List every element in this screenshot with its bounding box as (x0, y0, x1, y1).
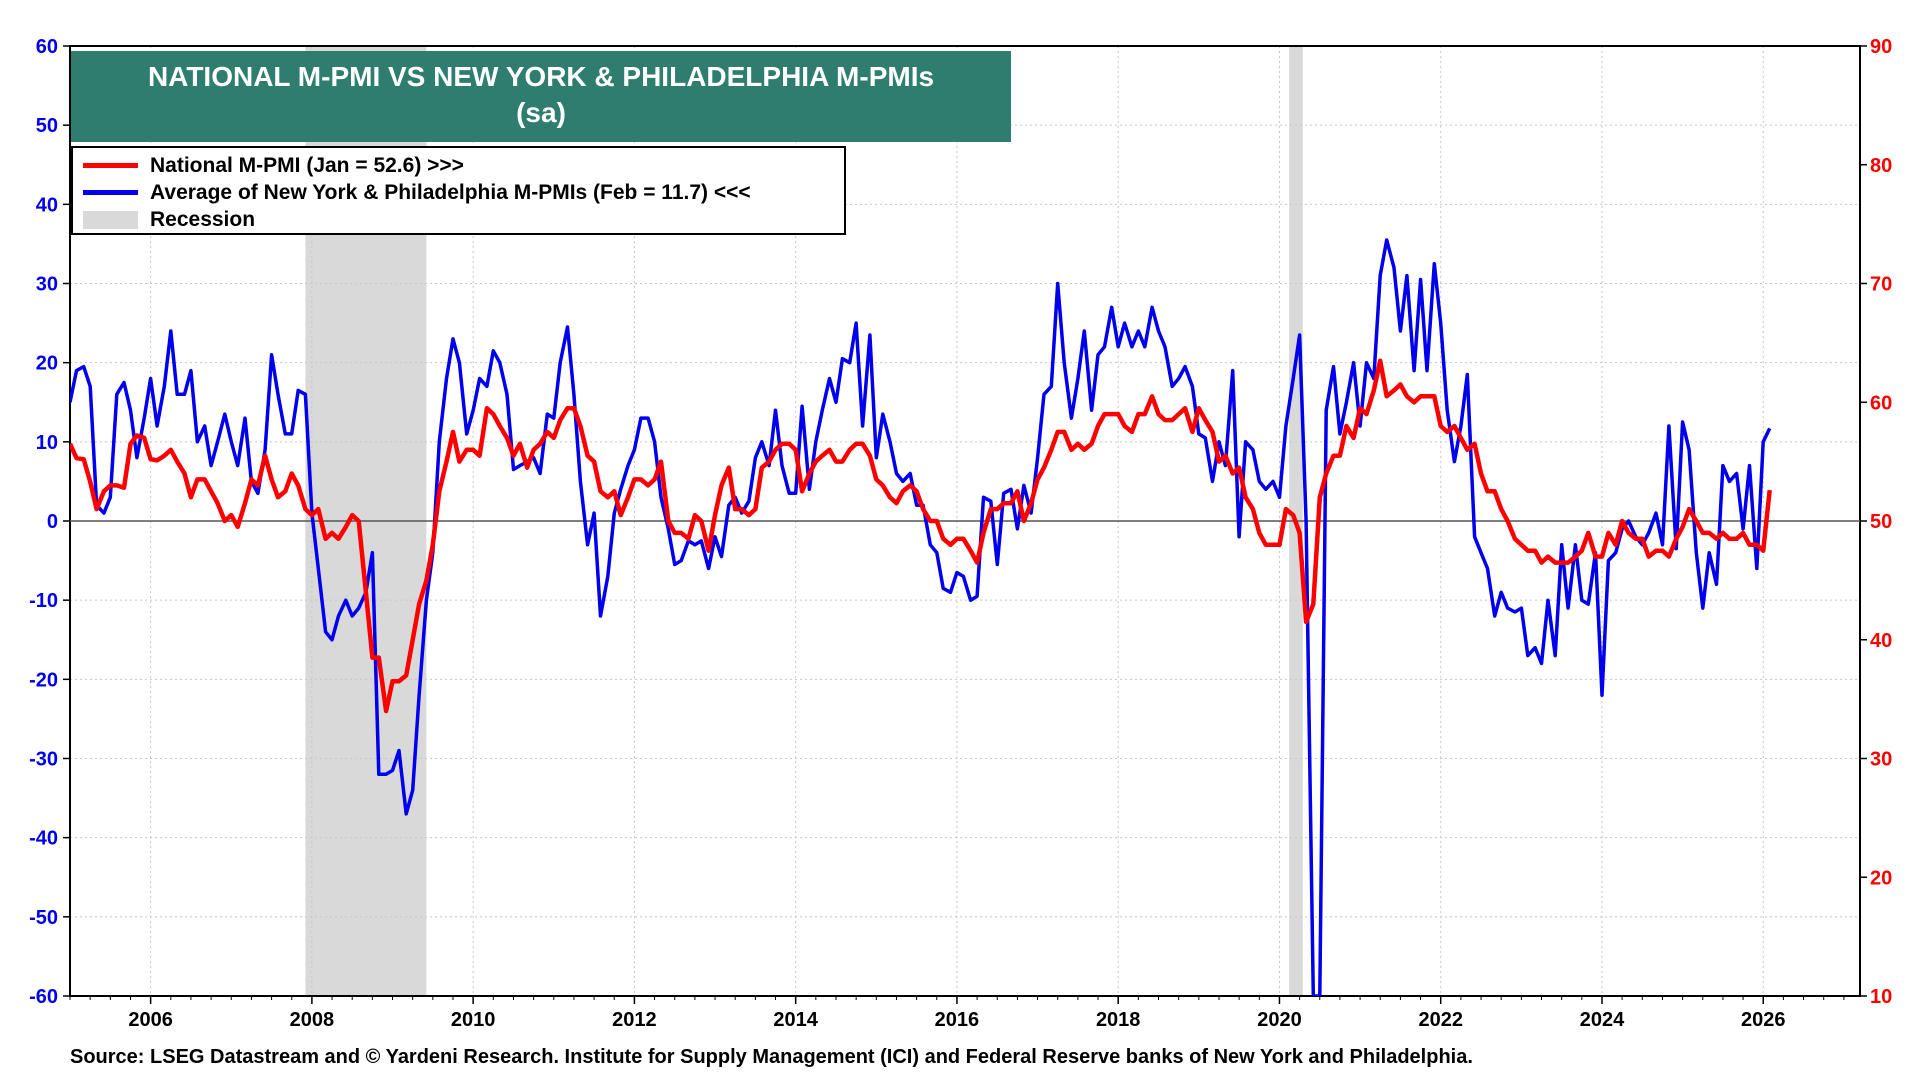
right-tick-label: 20 (1870, 867, 1892, 889)
x-tick-label: 2022 (1418, 1009, 1463, 1031)
right-tick-label: 50 (1870, 511, 1892, 533)
axis-ticks: -60 -50 -40 -30 -20 -10 0 10 20 30 40 50 60 10 20 30 40 5… (29, 36, 1892, 1031)
left-tick-label: 30 (36, 274, 58, 296)
series-lines (70, 238, 1772, 996)
right-tick-label: 80 (1870, 155, 1892, 177)
left-tick-label: 50 (36, 115, 58, 137)
legend-label-recession: Recession (150, 207, 256, 231)
legend-swatch-blue-line (83, 190, 138, 195)
right-tick-label: 40 (1870, 630, 1892, 652)
left-tick-label: -40 (29, 828, 58, 850)
left-tick-label: -20 (29, 669, 58, 691)
left-tick-label: 60 (36, 36, 58, 58)
x-tick-label: 2006 (128, 1009, 173, 1031)
left-tick-label: -60 (29, 986, 58, 1008)
legend-swatch-recession (83, 210, 138, 229)
legend-label-ny-philly: Average of New York & Philadelphia M-PMI… (150, 180, 751, 204)
x-tick-label: 2008 (290, 1009, 335, 1031)
x-tick-label: 2010 (451, 1009, 496, 1031)
legend: National M-PMI (Jan = 52.6) >>> Average … (71, 146, 846, 235)
legend-item-ny-philly: Average of New York & Philadelphia M-PMI… (83, 179, 751, 206)
right-tick-label: 70 (1870, 274, 1892, 296)
x-tick-label: 2024 (1580, 1009, 1625, 1031)
right-tick-label: 60 (1870, 392, 1892, 414)
right-tick-label: 30 (1870, 749, 1892, 771)
x-tick-label: 2018 (1096, 1009, 1141, 1031)
legend-label-national: National M-PMI (Jan = 52.6) >>> (150, 153, 464, 177)
left-tick-label: 10 (36, 432, 58, 454)
left-tick-label: -30 (29, 749, 58, 771)
left-tick-label: 0 (47, 511, 58, 533)
x-tick-label: 2014 (773, 1009, 818, 1031)
left-tick-label: -10 (29, 590, 58, 612)
chart-title-box: NATIONAL M-PMI VS NEW YORK & PHILADELPHI… (71, 51, 1011, 142)
left-tick-label: -50 (29, 907, 58, 929)
x-tick-label: 2026 (1741, 1009, 1786, 1031)
x-tick-label: 2012 (612, 1009, 657, 1031)
x-tick-label: 2020 (1257, 1009, 1302, 1031)
source-note: Source: LSEG Datastream and © Yardeni Re… (70, 1046, 1473, 1068)
series-line-national-mpmi (70, 358, 1772, 714)
left-tick-label: 20 (36, 353, 58, 375)
legend-item-national: National M-PMI (Jan = 52.6) >>> (83, 152, 464, 179)
chart-title: NATIONAL M-PMI VS NEW YORK & PHILADELPHI… (147, 61, 935, 92)
x-tick-label: 2016 (935, 1009, 980, 1031)
right-tick-label: 90 (1870, 36, 1892, 58)
left-tick-label: 40 (36, 194, 58, 216)
right-tick-label: 10 (1870, 986, 1892, 1008)
chart-subtitle: (sa) (516, 97, 566, 128)
legend-item-recession: Recession (83, 206, 255, 233)
legend-swatch-red-line (83, 163, 138, 168)
